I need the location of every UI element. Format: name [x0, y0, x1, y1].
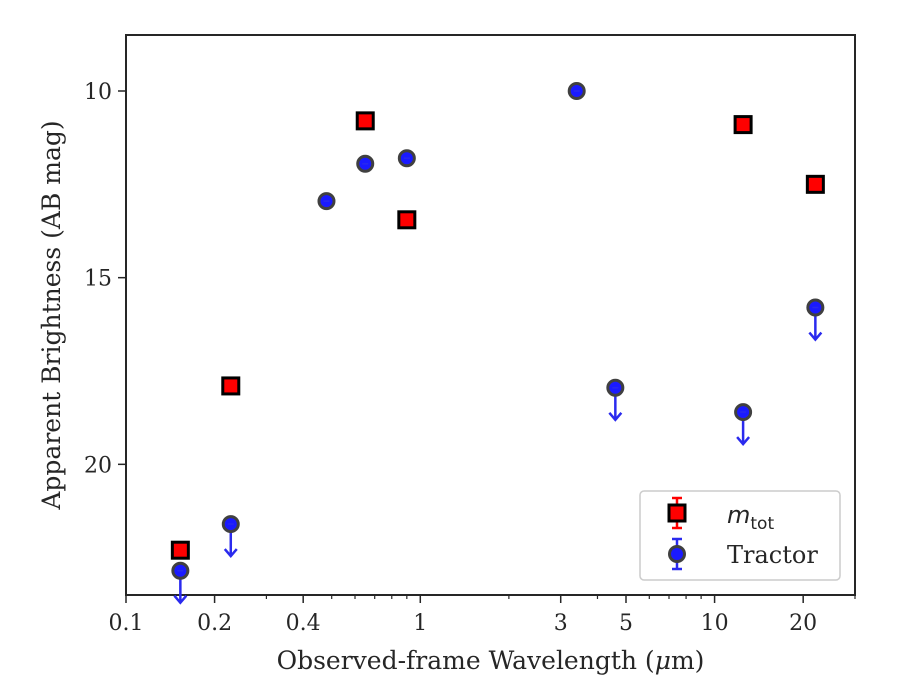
y-tick-label: 15	[84, 267, 112, 292]
x-axis-ticks: 0.1 0.2 0.4 1 3 5 10 20	[109, 595, 856, 636]
x-tick-label: 5	[619, 611, 633, 636]
mtot-point	[221, 376, 241, 396]
x-tick-label: 20	[789, 611, 817, 636]
data-marks	[170, 82, 825, 605]
x-tick-label: 0.1	[109, 611, 144, 636]
y-tick-label: 20	[84, 453, 112, 478]
mtot-point	[170, 540, 190, 560]
upper-limit-arrowhead	[808, 331, 823, 342]
upper-limit-arrowhead	[173, 594, 188, 605]
y-axis-label: Apparent Brightness (AB mag)	[37, 120, 66, 510]
y-axis-ticks: 10 15 20	[84, 80, 126, 478]
upper-limit-arrowhead	[223, 548, 238, 558]
x-tick-label: 0.4	[286, 611, 321, 636]
x-tick-label: 0.2	[197, 611, 232, 636]
mtot-point	[355, 111, 375, 131]
x-axis-label: Observed-frame Wavelength (μm)	[277, 646, 705, 675]
mtot-point	[733, 115, 753, 135]
y-tick-label: 10	[84, 80, 112, 105]
upper-limit-arrowhead	[736, 436, 751, 446]
legend-label-tractor: Tractor	[727, 541, 818, 569]
x-tick-label: 3	[554, 611, 568, 636]
mtot-point	[805, 174, 825, 194]
legend-mtot-marker	[667, 503, 687, 523]
legend: mtot Tractor	[639, 490, 841, 581]
legend-marks	[667, 496, 687, 571]
legend-tractor-marker	[668, 545, 686, 563]
legend-label-mtot: mtot	[727, 501, 774, 534]
upper-limit-arrowhead	[608, 411, 623, 422]
mtot-point	[397, 210, 417, 230]
legend-frame	[639, 490, 841, 581]
x-tick-label: 10	[701, 611, 729, 636]
x-tick-label: 1	[413, 611, 427, 636]
